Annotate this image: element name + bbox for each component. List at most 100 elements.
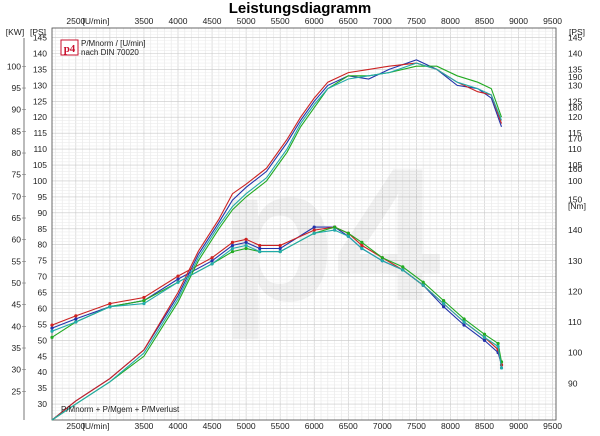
ps-tick-label-right: 100 (568, 176, 582, 186)
torque-point (244, 246, 248, 251)
x-tick-label-bottom: 5000 (237, 421, 256, 431)
kw-tick-label: 45 (12, 300, 22, 310)
ps-tick-label-left: 65 (38, 288, 48, 298)
nm-tick-label: 170 (568, 133, 582, 143)
nm-tick-label: 140 (568, 225, 582, 235)
ps-tick-label-left: 55 (38, 319, 48, 329)
nm-tick-label: 160 (568, 164, 582, 174)
ps-tick-label-right: 110 (568, 144, 582, 154)
torque-point (244, 240, 248, 244)
torque-point (312, 228, 316, 232)
ps-tick-label-left: 60 (38, 303, 48, 313)
torque-point (230, 240, 235, 244)
x-tick-label-top: 6500 (339, 16, 358, 26)
legend-line-1: P/Mnorm / [U/min] (81, 39, 145, 48)
x-tick-label-bottom: 4000 (169, 421, 188, 431)
ps-tick-label-left: 40 (38, 367, 48, 377)
kw-tick-label: 30 (12, 365, 22, 375)
kw-tick-label: 75 (12, 170, 22, 180)
x-tick-label-top: 9000 (509, 16, 528, 26)
nm-tick-label: 190 (568, 72, 582, 82)
ps-tick-label-left: 145 (33, 33, 47, 43)
torque-point (333, 228, 337, 232)
torque-point (74, 317, 78, 321)
torque-point (462, 323, 466, 327)
ps-tick-label-left: 85 (38, 224, 48, 234)
torque-point (380, 256, 384, 260)
kw-tick-label: 85 (12, 126, 22, 136)
ps-tick-label-right: 135 (568, 64, 582, 74)
torque-point (346, 231, 350, 235)
x-tick-label-bottom: 7500 (407, 421, 426, 431)
torque-point (380, 259, 384, 263)
torque-point (258, 246, 262, 251)
torque-point (442, 305, 446, 309)
torque-point (74, 320, 78, 324)
ps-tick-label-left: 140 (33, 48, 47, 58)
nm-tick-label: 110 (568, 317, 582, 327)
ps-tick-label-right: 140 (568, 48, 582, 58)
x-tick-label-top: 7500 (407, 16, 426, 26)
plot-frame (22, 27, 557, 421)
kw-tick-label: 60 (12, 235, 22, 245)
torque-point (176, 274, 180, 278)
logo: p4 (60, 39, 79, 56)
nm-tick-label: 180 (568, 103, 582, 113)
ps-unit-right: [PS] (569, 27, 585, 37)
torque-point (421, 283, 425, 287)
x-tick-label-top: 8500 (475, 16, 494, 26)
torque-point (360, 243, 364, 248)
x-tick-label-bottom: 8500 (475, 421, 494, 431)
torque-curve-4 (51, 229, 503, 368)
torque-point (496, 341, 500, 346)
nm-unit: [Nm] (568, 201, 586, 211)
legend-line-2: nach DIN 70020 (81, 48, 139, 57)
ps-tick-label-left: 120 (33, 112, 47, 122)
torque-point (462, 320, 466, 324)
torque-point (210, 259, 214, 263)
x-tick-label-bottom: 9500 (543, 421, 562, 431)
torque-point (142, 295, 146, 300)
kw-tick-label: 65 (12, 213, 22, 223)
x-tick-label-bottom: 2500 (66, 421, 85, 431)
x-tick-label-top: 3500 (134, 16, 153, 26)
x-tick-label-bottom: 9000 (509, 421, 528, 431)
torque-point (50, 335, 54, 339)
torque-point (108, 302, 112, 306)
torque-point (108, 305, 112, 309)
torque-point (442, 298, 446, 303)
ps-tick-label-left: 90 (38, 208, 48, 218)
ps-tick-label-left: 45 (38, 351, 48, 361)
x-tick-label-bottom: 7000 (373, 421, 392, 431)
torque-point (499, 366, 504, 370)
torque-point (258, 243, 262, 248)
kw-tick-label: 40 (12, 321, 22, 331)
ps-tick-label-left: 110 (33, 144, 47, 154)
torque-point (210, 262, 214, 266)
plot-border (51, 27, 557, 421)
curves (50, 59, 504, 421)
torque-point (360, 240, 364, 244)
x-tick-label-top: 6000 (305, 16, 324, 26)
ps-tick-label-left: 30 (38, 399, 48, 409)
kw-tick-label: 90 (12, 105, 22, 115)
ps-tick-label-right: 125 (568, 96, 582, 106)
kw-tick-label: 95 (12, 83, 22, 93)
nm-tick-label: 130 (568, 256, 582, 266)
kw-tick-label: 50 (12, 278, 22, 288)
torque-point (244, 237, 248, 241)
torque-point (210, 256, 214, 260)
x-tick-label-top: 4500 (203, 16, 222, 26)
torque-point (142, 302, 146, 306)
torque-point (176, 280, 180, 284)
nm-tick-label: 90 (568, 378, 578, 388)
torque-point (50, 326, 54, 330)
power-curve-1 (51, 59, 503, 421)
kw-tick-label: 55 (12, 256, 22, 266)
torque-point (496, 344, 500, 349)
torque-point (482, 335, 487, 339)
x-tick-label-top: 5000 (237, 16, 256, 26)
x-tick-label-top: 4000 (169, 16, 188, 26)
torque-point (278, 249, 282, 254)
